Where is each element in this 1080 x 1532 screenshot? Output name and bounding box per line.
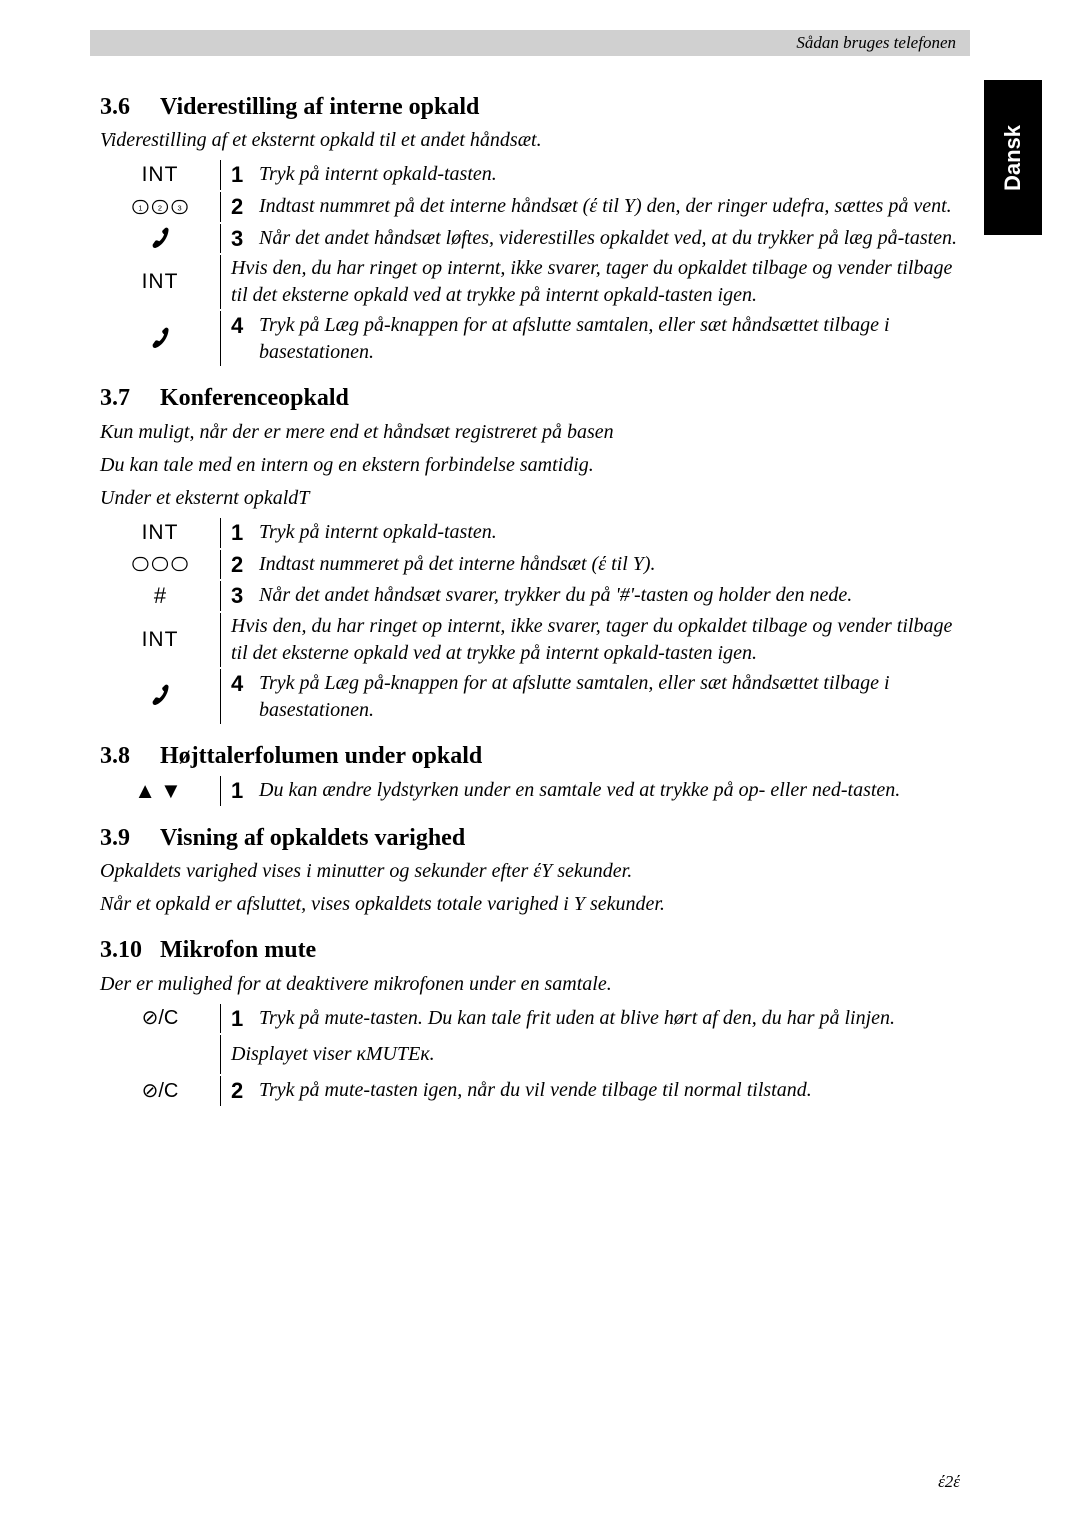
running-title: Sådan bruges telefonen [796,32,956,55]
step-row: INT 1Tryk på internt opkald-tasten. [100,518,960,548]
heading-3-7: 3.7Konferenceopkald [100,382,960,414]
heading-3-9: 3.9Visning af opkaldets varighed [100,822,960,854]
keypad-icon [100,550,220,580]
intro-3-7b: Du kan tale med en intern og en ekstern … [100,452,960,479]
intro-3-6: Viderestilling af et eksternt opkald til… [100,127,960,154]
note-row: INT Hvis den, du har ringet op internt, … [100,613,960,667]
step-row: # 3Når det andet håndsæt svarer, trykker… [100,581,960,611]
step-row: ▲▼ 1Du kan ændre lydstyrken under en sam… [100,776,960,806]
language-tab: Dansk [984,80,1042,235]
mute-icon: ⊘/C [100,1076,220,1106]
phone-icon [100,669,220,724]
intro-3-7c: Under et eksternt opkaldT [100,485,960,512]
page-number: έ2έ [938,1471,960,1494]
int-icon: INT [100,160,220,190]
keypad-icon: 1 2 3 [100,192,220,222]
mute-icon: ⊘/C [100,1004,220,1034]
step-row: ⊘/C 2Tryk på mute-tasten igen, når du vi… [100,1076,960,1106]
heading-3-6: 3.6Viderestilling af interne opkald [100,91,960,123]
display-row: Displayet viser кMUTEк. [100,1035,960,1074]
heading-3-10: 3.10Mikrofon mute [100,934,960,966]
hash-icon: # [100,581,220,611]
svg-text:1: 1 [138,204,142,213]
phone-icon [100,311,220,366]
step-row: 4Tryk på Læg på-knappen for at afslutte … [100,311,960,366]
int-icon: INT [100,613,220,667]
phone-icon [100,224,220,254]
svg-text:3: 3 [178,204,182,213]
intro-3-7a: Kun muligt, når der er mere end et hånds… [100,419,960,446]
note-row: INT Hvis den, du har ringet op internt, … [100,255,960,309]
running-header: Sådan bruges telefonen [90,30,970,56]
line-3-9a: Opkaldets varighed vises i minutter og s… [100,858,960,885]
step-row: INT 1Tryk på internt opkald-tasten. [100,160,960,190]
intro-3-10: Der er mulighed for at deaktivere mikrof… [100,971,960,998]
line-3-9b: Når et opkald er afsluttet, vises opkald… [100,891,960,918]
step-row: 3Når det andet håndsæt løftes, videresti… [100,224,960,254]
step-row: 4Tryk på Læg på-knappen for at afslutte … [100,669,960,724]
heading-3-8: 3.8Højttalerfolumen under opkald [100,740,960,772]
step-row: 123 2Indtast nummret på det interne hånd… [100,192,960,222]
page-content: 3.6Viderestilling af interne opkald Vide… [100,75,960,1108]
step-row: 2Indtast nummeret på det interne håndsæt… [100,550,960,580]
int-icon: INT [100,518,220,548]
step-row: ⊘/C 1Tryk på mute-tasten. Du kan tale fr… [100,1004,960,1034]
svg-text:2: 2 [158,204,162,213]
int-icon: INT [100,255,220,309]
arrows-icon: ▲▼ [100,776,220,806]
